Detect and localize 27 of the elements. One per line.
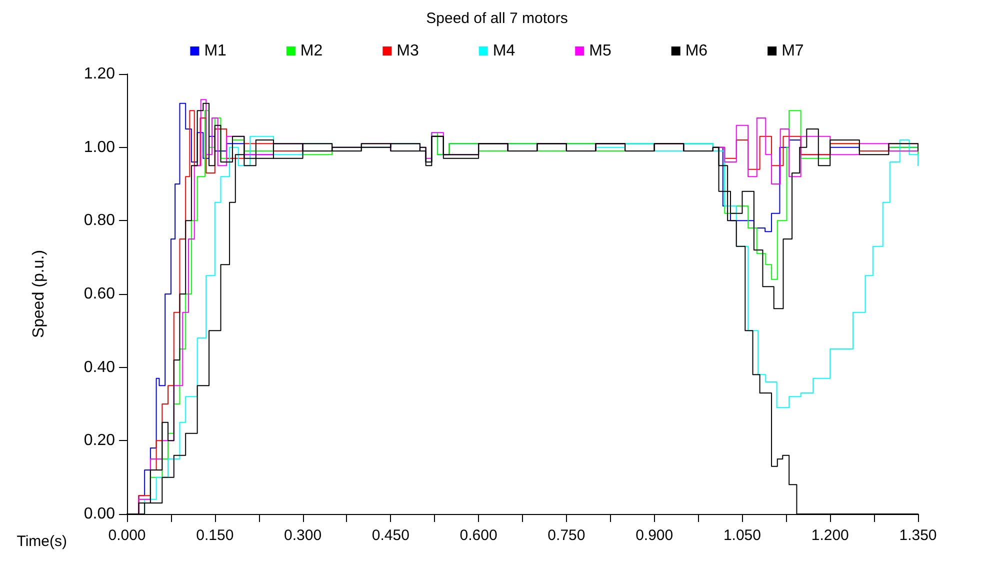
- legend-label: M3: [396, 42, 419, 60]
- y-tick-label: 0.20: [84, 432, 116, 450]
- x-tick-label: 0.900: [636, 527, 674, 544]
- legend-label: M6: [685, 42, 708, 60]
- y-tick-label: 0.00: [84, 506, 116, 522]
- x-tick-label: 1.050: [723, 527, 761, 544]
- legend-label: M2: [300, 42, 323, 60]
- y-tick-label: 0.60: [84, 286, 116, 302]
- x-axis-title: Time(s): [16, 533, 67, 550]
- x-tick-label: 0.000: [108, 527, 146, 544]
- y-tick-label: 0.40: [84, 358, 116, 376]
- legend-label: M4: [492, 42, 516, 60]
- x-tick-label: 0.150: [196, 527, 234, 544]
- y-axis-title: Speed (p.u.): [30, 250, 48, 338]
- legend-label: M1: [204, 42, 227, 60]
- legend-label: M5: [589, 42, 612, 60]
- x-tick-label: 1.350: [899, 527, 937, 544]
- x-tick-label: 0.750: [548, 527, 586, 544]
- y-tick-label: 0.80: [84, 212, 116, 230]
- legend-label: M7: [782, 42, 804, 60]
- x-tick-label: 0.600: [460, 527, 498, 544]
- y-tick-label: 1.00: [84, 138, 116, 156]
- x-tick-label: 0.300: [284, 527, 322, 544]
- y-tick-label: 1.20: [84, 66, 116, 82]
- chart-title: Speed of all 7 motors: [426, 10, 568, 27]
- x-tick-label: 0.450: [372, 527, 410, 544]
- x-tick-label: 1.200: [811, 527, 849, 544]
